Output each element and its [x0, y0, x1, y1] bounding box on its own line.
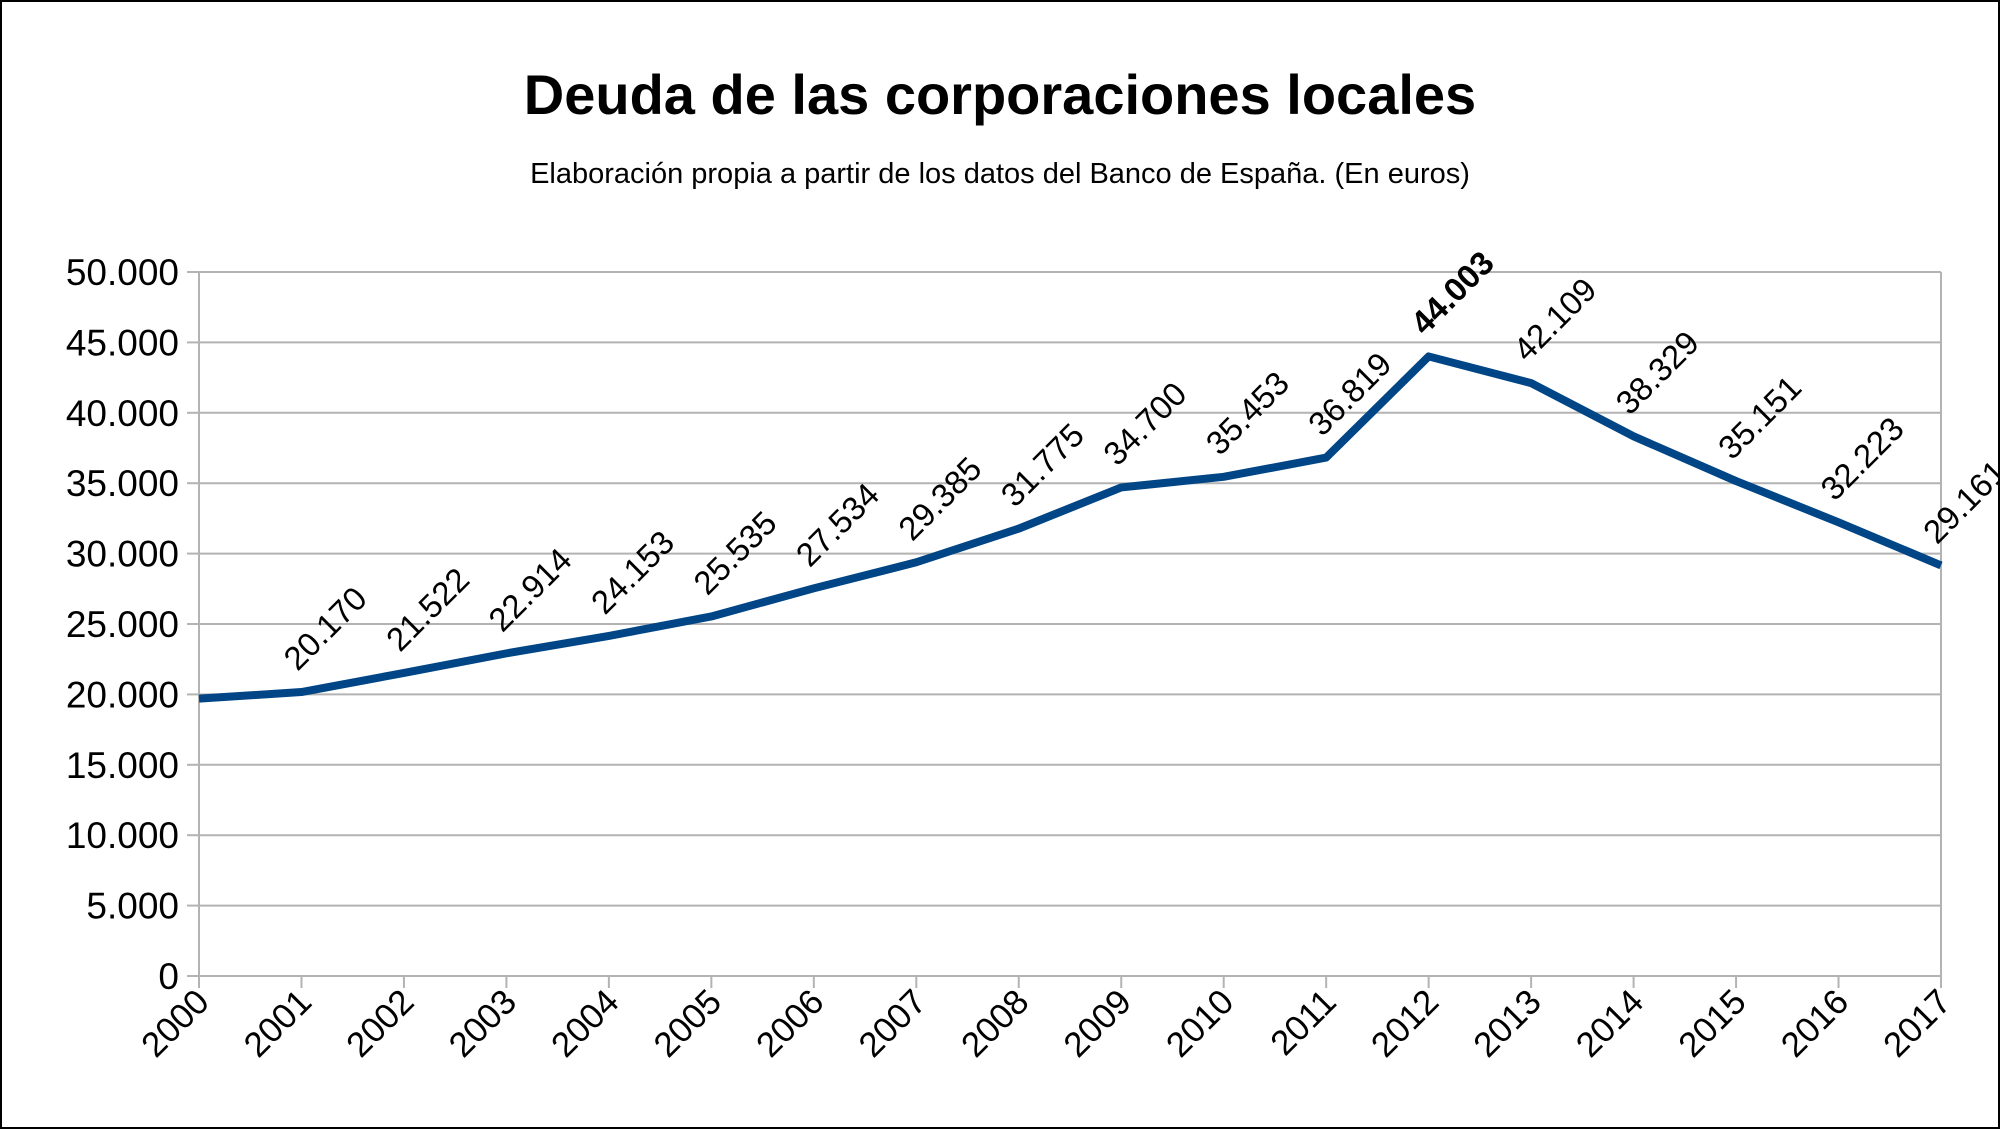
data-label: 31.775 [994, 416, 1092, 514]
y-tick-label: 15.000 [66, 745, 179, 786]
x-tick-label: 2006 [749, 982, 832, 1065]
x-tick-label: 2011 [1263, 982, 1344, 1063]
data-label: 29.385 [891, 450, 989, 548]
x-tick-label: 2015 [1671, 982, 1754, 1065]
x-tick-label: 2014 [1569, 982, 1652, 1065]
data-label: 36.819 [1301, 345, 1399, 443]
y-tick-label: 25.000 [66, 604, 179, 645]
y-tick-label: 45.000 [66, 322, 179, 363]
x-tick-label: 2016 [1774, 982, 1857, 1065]
y-tick-label: 0 [158, 956, 179, 997]
data-label: 27.534 [789, 476, 887, 574]
y-tick-label: 35.000 [66, 463, 179, 504]
chart-title: Deuda de las corporaciones locales [523, 63, 1477, 126]
data-label: 42.109 [1506, 271, 1604, 369]
y-tick-label: 50.000 [66, 252, 179, 293]
x-tick-label: 2008 [954, 982, 1037, 1065]
x-tick-label: 2003 [441, 982, 524, 1065]
data-label: 35.151 [1711, 368, 1809, 466]
x-tick-label: 2013 [1466, 982, 1549, 1065]
x-tick-label: 2004 [544, 982, 627, 1065]
y-tick-label: 30.000 [66, 534, 179, 575]
data-label: 21.522 [379, 560, 477, 658]
x-tick-label: 2010 [1159, 982, 1242, 1065]
data-label: 29.161 [1916, 453, 2000, 551]
x-tick-label: 2007 [851, 982, 934, 1065]
x-tick-label: 2000 [134, 982, 217, 1065]
x-tick-label: 2017 [1876, 982, 1959, 1065]
data-label: 32.223 [1813, 410, 1911, 508]
data-label: 34.700 [1096, 375, 1194, 473]
y-tick-label: 20.000 [66, 674, 179, 715]
y-tick-label: 5.000 [86, 886, 179, 927]
data-label: 24.153 [584, 523, 682, 621]
x-tick-label: 2009 [1056, 982, 1139, 1065]
x-tick-label: 2012 [1364, 982, 1447, 1065]
x-tick-label: 2002 [339, 982, 422, 1065]
chart-subtitle: Elaboración propia a partir de los datos… [530, 158, 1470, 190]
y-tick-label: 40.000 [66, 393, 179, 434]
x-tick-label: 2001 [236, 982, 319, 1065]
data-label: 38.329 [1608, 324, 1706, 422]
data-label: 44.003 [1403, 244, 1501, 342]
series-line [198, 352, 1943, 703]
data-label: 20.170 [276, 579, 374, 677]
x-tick-label: 2005 [646, 982, 729, 1065]
y-tick-label: 10.000 [66, 815, 179, 856]
